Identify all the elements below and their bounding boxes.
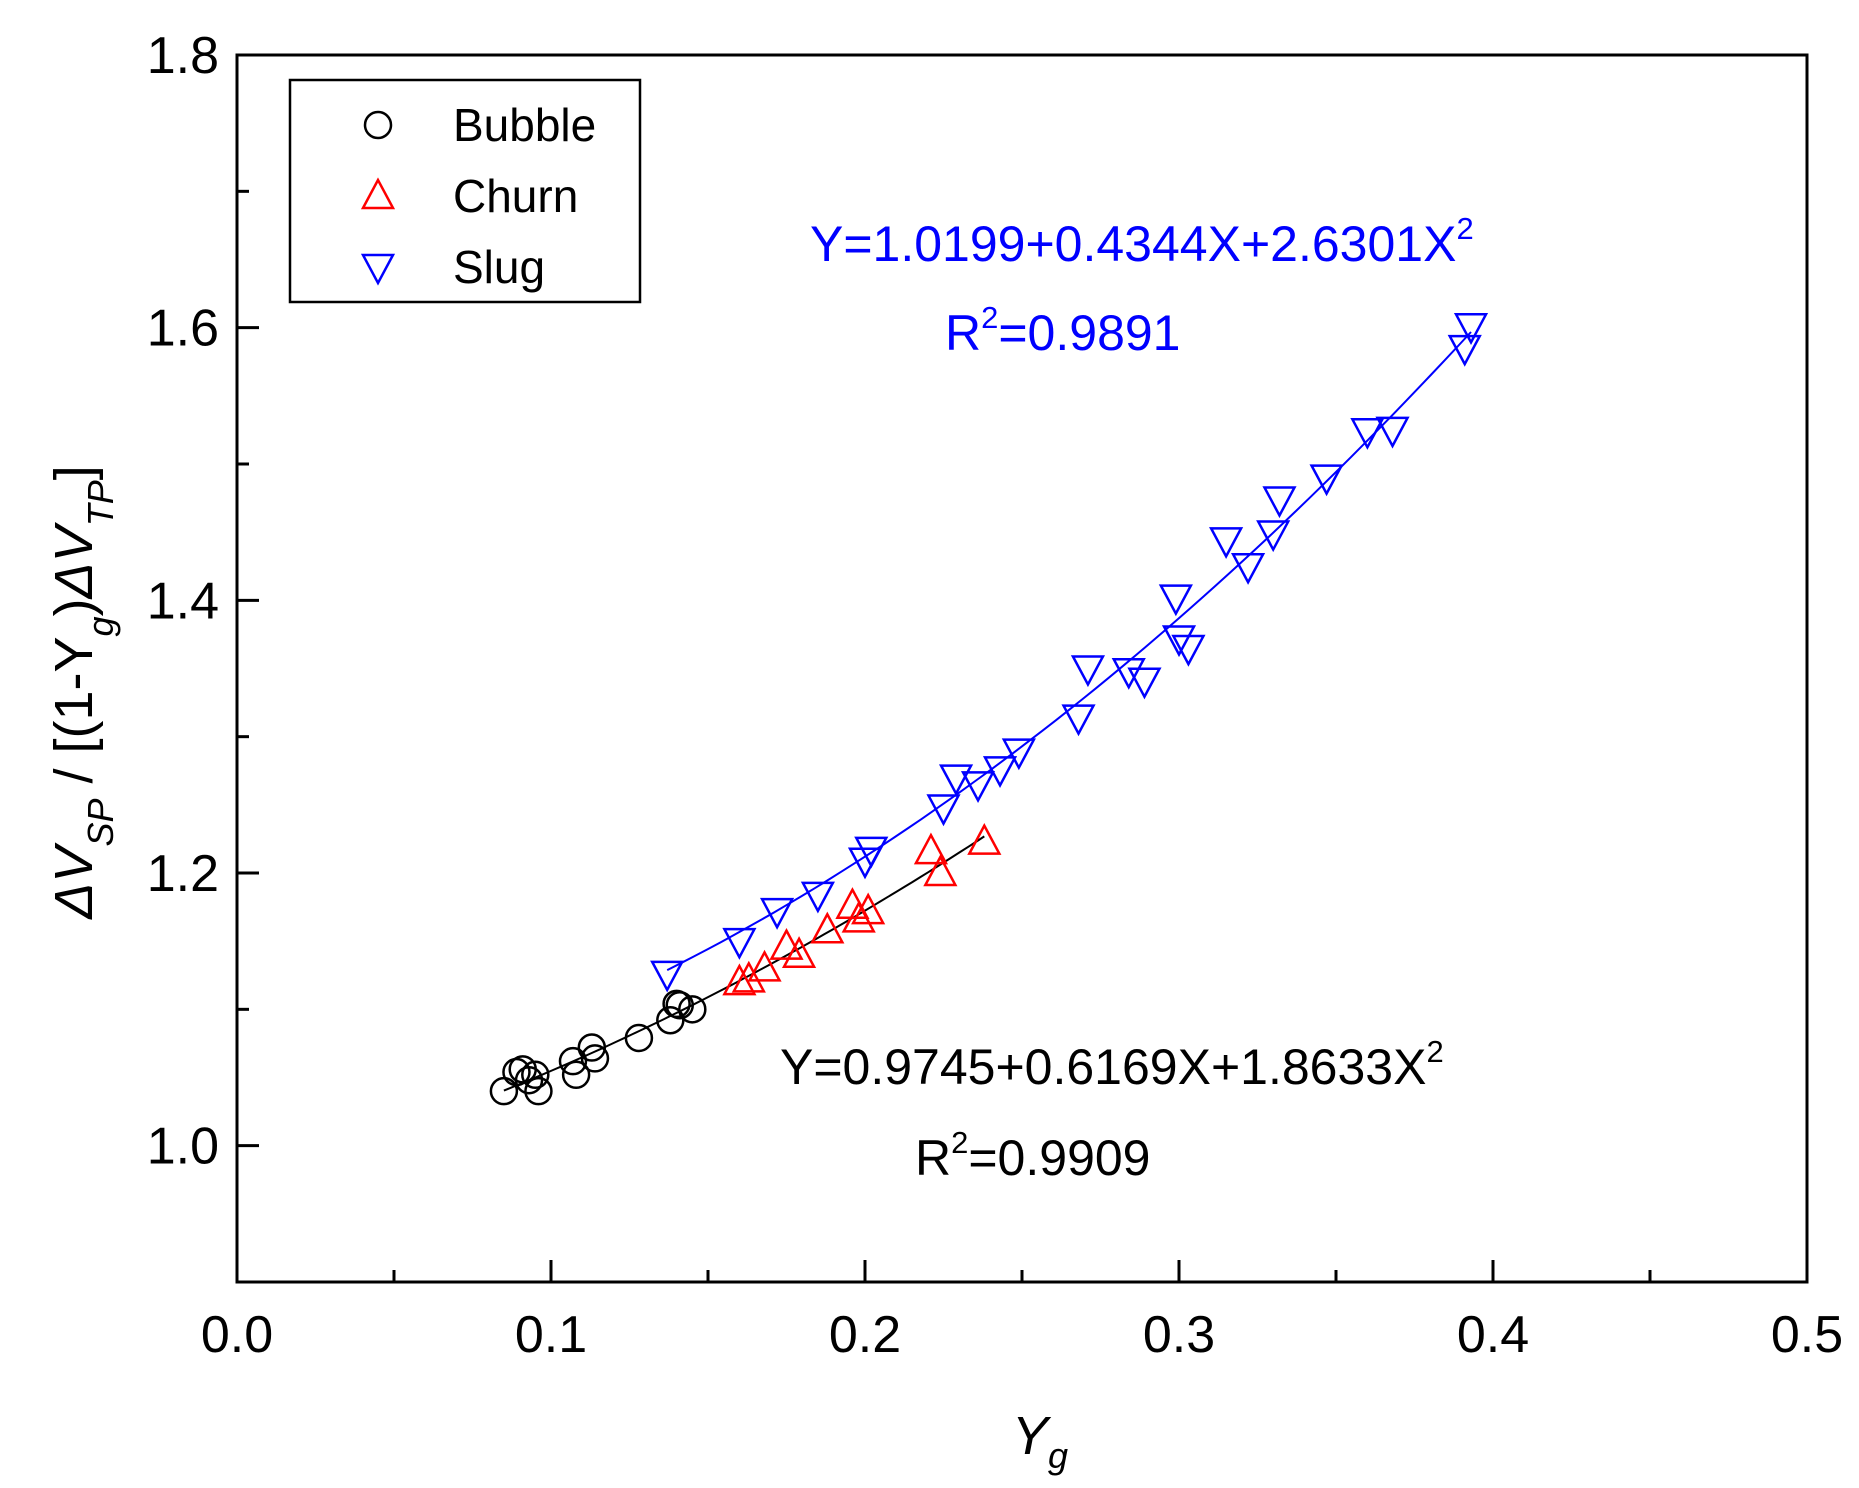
- data-point-slug: [722, 927, 757, 960]
- x-tick-label: 0.0: [201, 1306, 273, 1364]
- data-point-bubble: [678, 995, 707, 1024]
- bubble-churn-fit-r2: R2=0.9909: [915, 1125, 1151, 1186]
- bubble-churn-fit-r2-pre: R: [915, 1130, 951, 1186]
- x-axis-label: Yg: [1012, 1406, 1068, 1476]
- x-tick-label: 0.5: [1771, 1306, 1843, 1364]
- data-point-slug: [1171, 634, 1206, 667]
- y-axis-label-part: ΔV: [44, 521, 104, 600]
- legend-label-churn: Churn: [453, 170, 578, 222]
- y-axis-label-part: SP: [80, 799, 121, 847]
- data-point-slug: [1262, 486, 1297, 519]
- y-tick-label: 1.8: [147, 27, 219, 85]
- y-axis-label-part: g: [80, 616, 121, 636]
- data-point-slug: [1447, 334, 1482, 367]
- legend-markers: [360, 110, 396, 286]
- slug-fit-r2-sup: 2: [981, 300, 998, 335]
- legend-marker-bubble: [363, 110, 393, 140]
- data-point-slug: [1061, 704, 1096, 737]
- fit-line: [666, 331, 1472, 971]
- legend-label-slug: Slug: [453, 241, 545, 293]
- data-point-slug: [1309, 464, 1344, 497]
- data-point-slug: [960, 771, 996, 804]
- data-point-slug: [854, 836, 889, 869]
- x-tick-label: 0.1: [515, 1306, 587, 1364]
- data-point-churn: [722, 963, 757, 996]
- slug-fit-r2: R2=0.9891: [945, 300, 1181, 361]
- data-point-slug: [938, 764, 974, 797]
- legend-box: [288, 78, 642, 304]
- y-axis-label: ΔVSP / [(1-Yg)ΔVTP]: [44, 465, 121, 921]
- y-axis-label-part: ): [44, 598, 104, 616]
- y-axis-label-part: ΔV: [44, 842, 104, 921]
- bubble-churn-fit-equation-main: Y=0.9745+0.6169X+1.8633X: [780, 1039, 1426, 1095]
- x-tick-label: 0.3: [1143, 1306, 1215, 1364]
- axis-ticks: [235, 53, 1809, 1284]
- data-point-churn: [913, 832, 949, 865]
- legend-marker-slug: [360, 253, 396, 286]
- data-point-churn: [747, 949, 782, 982]
- y-tick-label: 1.0: [147, 1118, 219, 1176]
- data-point-bubble: [624, 1023, 654, 1053]
- x-tick-label: 0.2: [829, 1306, 901, 1364]
- slug-fit-equation: Y=1.0199+0.4344X+2.6301X2: [810, 211, 1474, 272]
- slug-fit-equation-sup: 2: [1456, 211, 1473, 246]
- data-point-slug: [650, 960, 685, 993]
- legend-marker-churn: [360, 177, 396, 210]
- data-point-churn: [923, 854, 958, 887]
- x-axis-label-main: Y: [1012, 1406, 1052, 1466]
- y-axis-label-part: ]: [44, 465, 104, 480]
- slug-fit-r2-pre: R: [945, 305, 981, 361]
- data-point-slug: [1158, 584, 1193, 617]
- legend-label-bubble: Bubble: [453, 99, 596, 151]
- data-point-churn: [851, 892, 886, 925]
- data-point-slug: [1001, 738, 1036, 771]
- tick-labels: 0.0 0.1 0.2 0.3 0.4 0.5 1.0 1.2 1.4 1.6 1.8: [147, 27, 1843, 1364]
- data-point-bubble: [521, 1060, 550, 1090]
- data-point-bubble: [665, 990, 694, 1020]
- data-point-slug: [1161, 625, 1197, 658]
- data-point-churn: [967, 822, 1002, 855]
- y-axis-label-part: / [(1-Y: [44, 636, 104, 798]
- data-point-bubble: [580, 1044, 610, 1073]
- data-point-slug: [1256, 520, 1291, 553]
- data-point-slug: [800, 881, 835, 914]
- data-point-bubble: [561, 1060, 591, 1090]
- data-point-slug: [1453, 313, 1489, 345]
- legend: Bubble Churn Slug: [288, 78, 642, 304]
- data-point-churn: [841, 900, 876, 933]
- x-axis-label-sub: g: [1048, 1435, 1068, 1476]
- slug-fit-equation-main: Y=1.0199+0.4344X+2.6301X: [810, 216, 1456, 272]
- data-point-slug: [1209, 527, 1244, 559]
- plot-frame: [235, 53, 1809, 1284]
- data-point-churn: [731, 960, 766, 993]
- data-point-churn: [810, 911, 845, 944]
- data-point-churn: [781, 936, 817, 969]
- data-point-churn: [769, 927, 804, 960]
- data-point-bubble: [524, 1076, 553, 1106]
- bubble-churn-fit-equation-sup: 2: [1426, 1034, 1443, 1069]
- y-tick-label: 1.2: [147, 845, 219, 903]
- data-point-slug: [1070, 655, 1106, 688]
- data-point-slug: [1350, 418, 1385, 450]
- data-markers: [489, 313, 1489, 1106]
- data-point-bubble: [577, 1033, 607, 1062]
- data-point-slug: [1230, 553, 1266, 585]
- data-point-slug: [759, 897, 795, 930]
- data-point-bubble: [558, 1046, 588, 1076]
- y-tick-label: 1.4: [147, 572, 219, 630]
- data-point-bubble: [514, 1065, 544, 1095]
- data-point-slug: [1111, 657, 1146, 690]
- data-point-slug: [982, 756, 1018, 789]
- slug-fit-r2-value: =0.9891: [998, 305, 1180, 361]
- bubble-churn-fit-r2-value: =0.9909: [968, 1130, 1150, 1186]
- bubble-churn-fit-equation: Y=0.9745+0.6169X+1.8633X2: [780, 1034, 1444, 1095]
- bubble-churn-fit-r2-sup: 2: [951, 1125, 968, 1160]
- data-point-slug: [1127, 667, 1162, 700]
- y-tick-label: 1.6: [147, 300, 219, 358]
- y-axis-label-part: TP: [80, 480, 121, 526]
- data-point-slug: [1375, 416, 1410, 449]
- data-point-slug: [926, 794, 961, 827]
- x-tick-label: 0.4: [1457, 1306, 1529, 1364]
